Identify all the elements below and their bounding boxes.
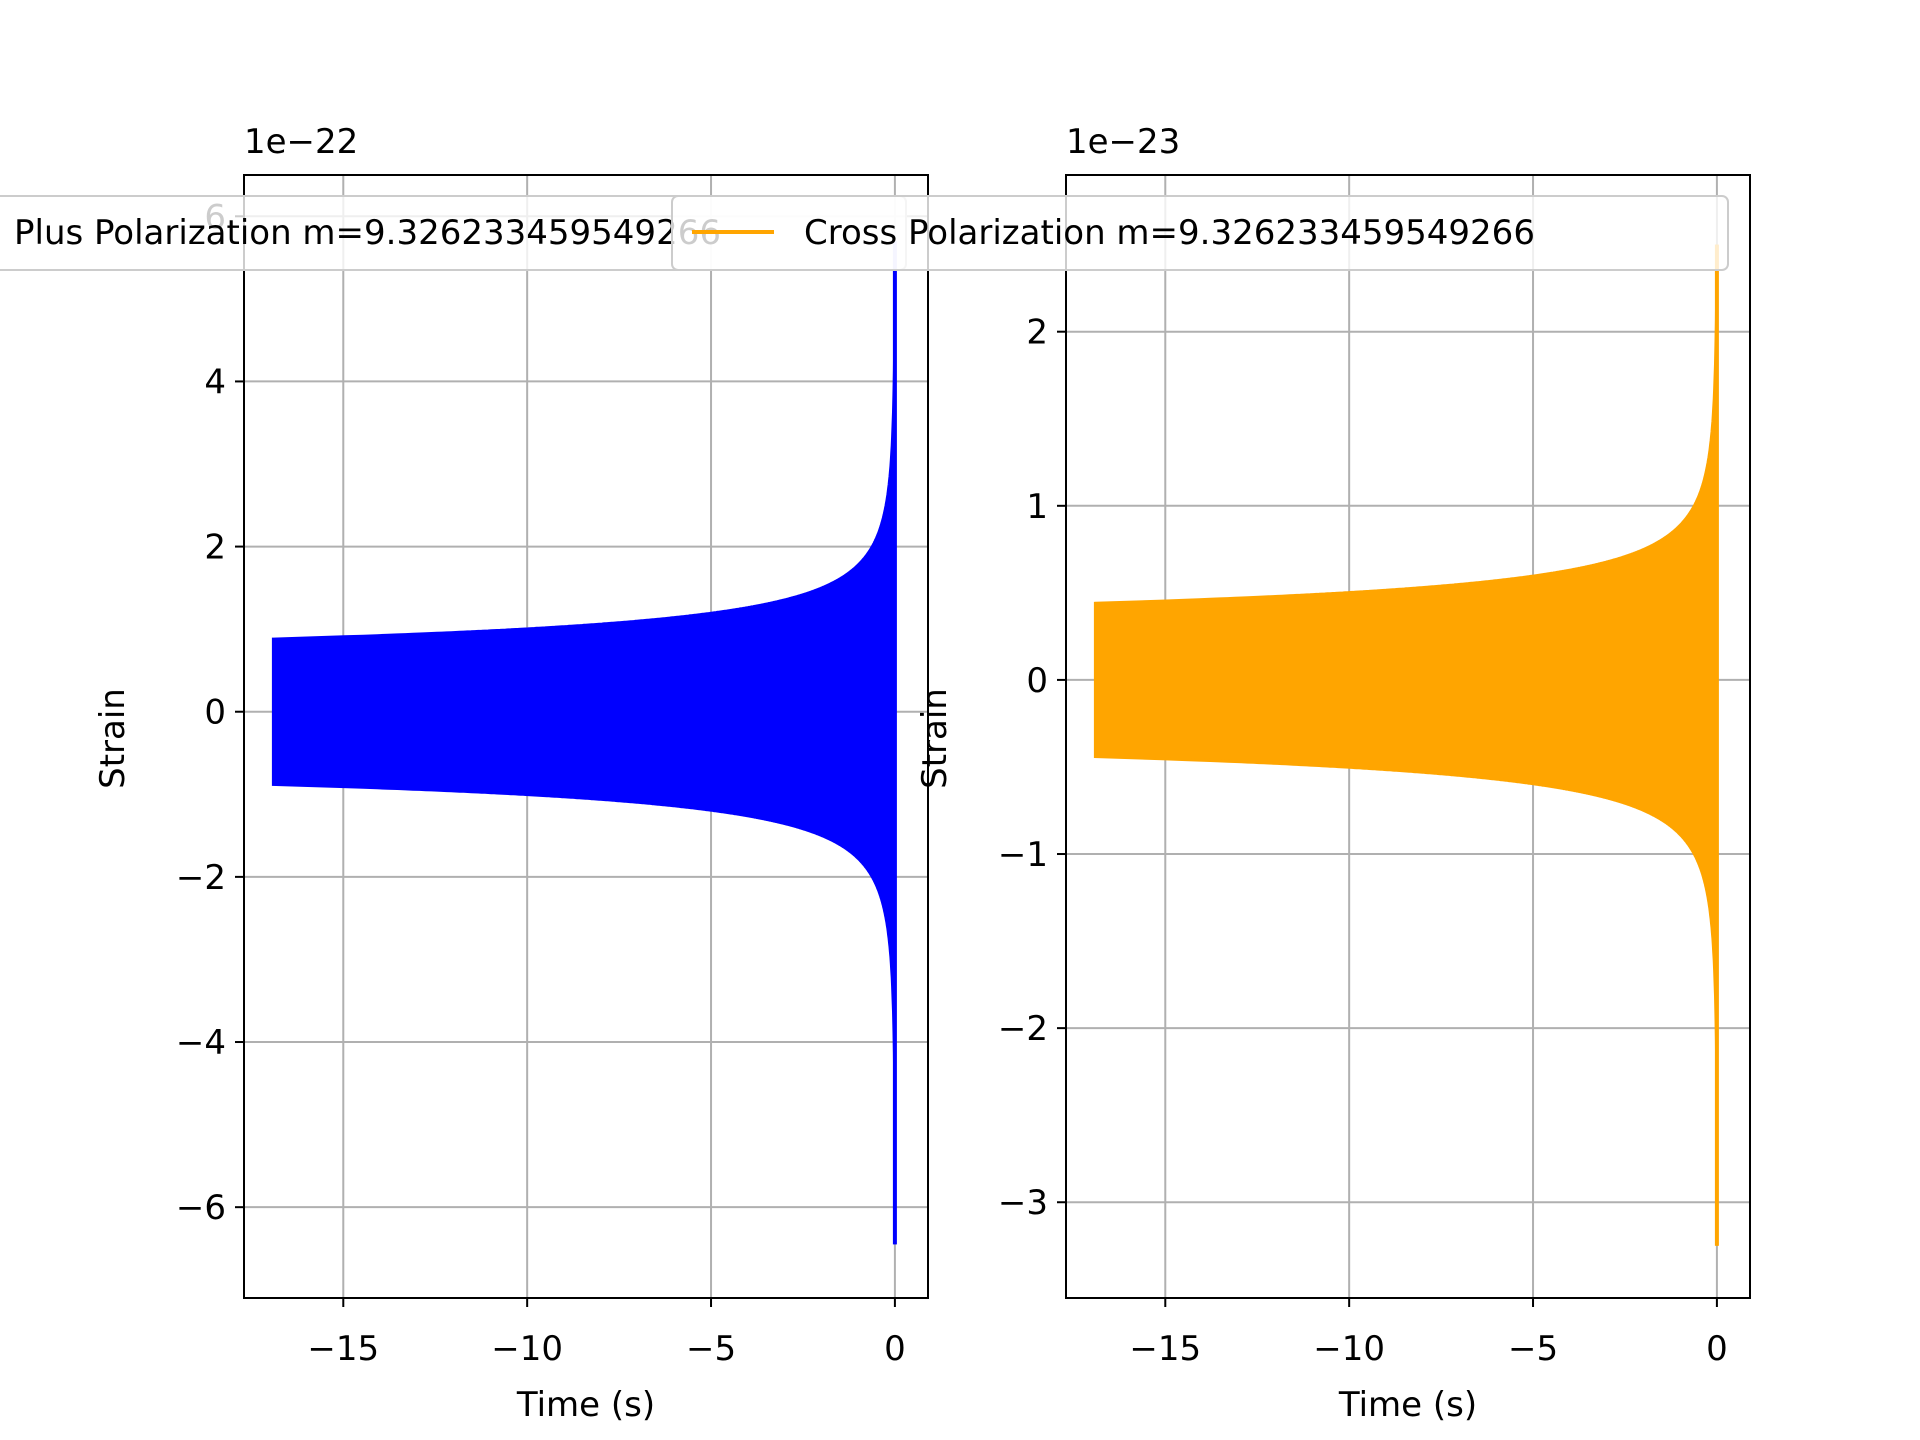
x-axis-label: Time (s): [516, 1385, 655, 1425]
plot-frame: [1065, 174, 1751, 1299]
y-tick-label: −2: [998, 1009, 1048, 1049]
y-offset-label: 1e−23: [1066, 122, 1180, 162]
legend-label: Cross Polarization m=9.326233459549266: [804, 213, 1535, 253]
x-tick-label: −15: [1129, 1329, 1201, 1369]
y-tick-label: 0: [204, 693, 226, 733]
x-tick-label: −10: [1313, 1329, 1385, 1369]
x-tick-label: −15: [307, 1329, 379, 1369]
series-0-waveform: [1093, 244, 1719, 1246]
x-tick-label: 0: [884, 1329, 906, 1369]
y-tick-label: 4: [204, 362, 226, 402]
legend-box: [671, 195, 1729, 271]
x-tick-label: −5: [1508, 1329, 1558, 1369]
y-tick-label: −4: [176, 1023, 226, 1063]
y-tick-label: −1: [998, 835, 1048, 875]
y-axis-label: Strain: [93, 688, 133, 789]
y-tick-label: −3: [998, 1183, 1048, 1223]
y-tick-label: −6: [176, 1188, 226, 1228]
y-tick-label: 2: [1026, 313, 1048, 353]
x-axis-label: Time (s): [1338, 1385, 1477, 1425]
plot-frame: [243, 174, 929, 1299]
series-0-waveform: [271, 241, 897, 1245]
y-tick-label: 0: [1026, 661, 1048, 701]
legend-cross-panel: Cross Polarization m=9.326233459549266: [671, 195, 1729, 271]
y-offset-label: 1e−22: [244, 122, 358, 162]
y-tick-label: 1: [1026, 487, 1048, 527]
y-tick-label: 2: [204, 528, 226, 568]
legend-label: Plus Polarization m=9.326233459549266: [14, 213, 721, 253]
x-tick-label: −10: [491, 1329, 563, 1369]
y-axis-label: Strain: [915, 688, 955, 789]
x-tick-label: 0: [1706, 1329, 1728, 1369]
x-tick-label: −5: [686, 1329, 736, 1369]
y-tick-label: −2: [176, 858, 226, 898]
